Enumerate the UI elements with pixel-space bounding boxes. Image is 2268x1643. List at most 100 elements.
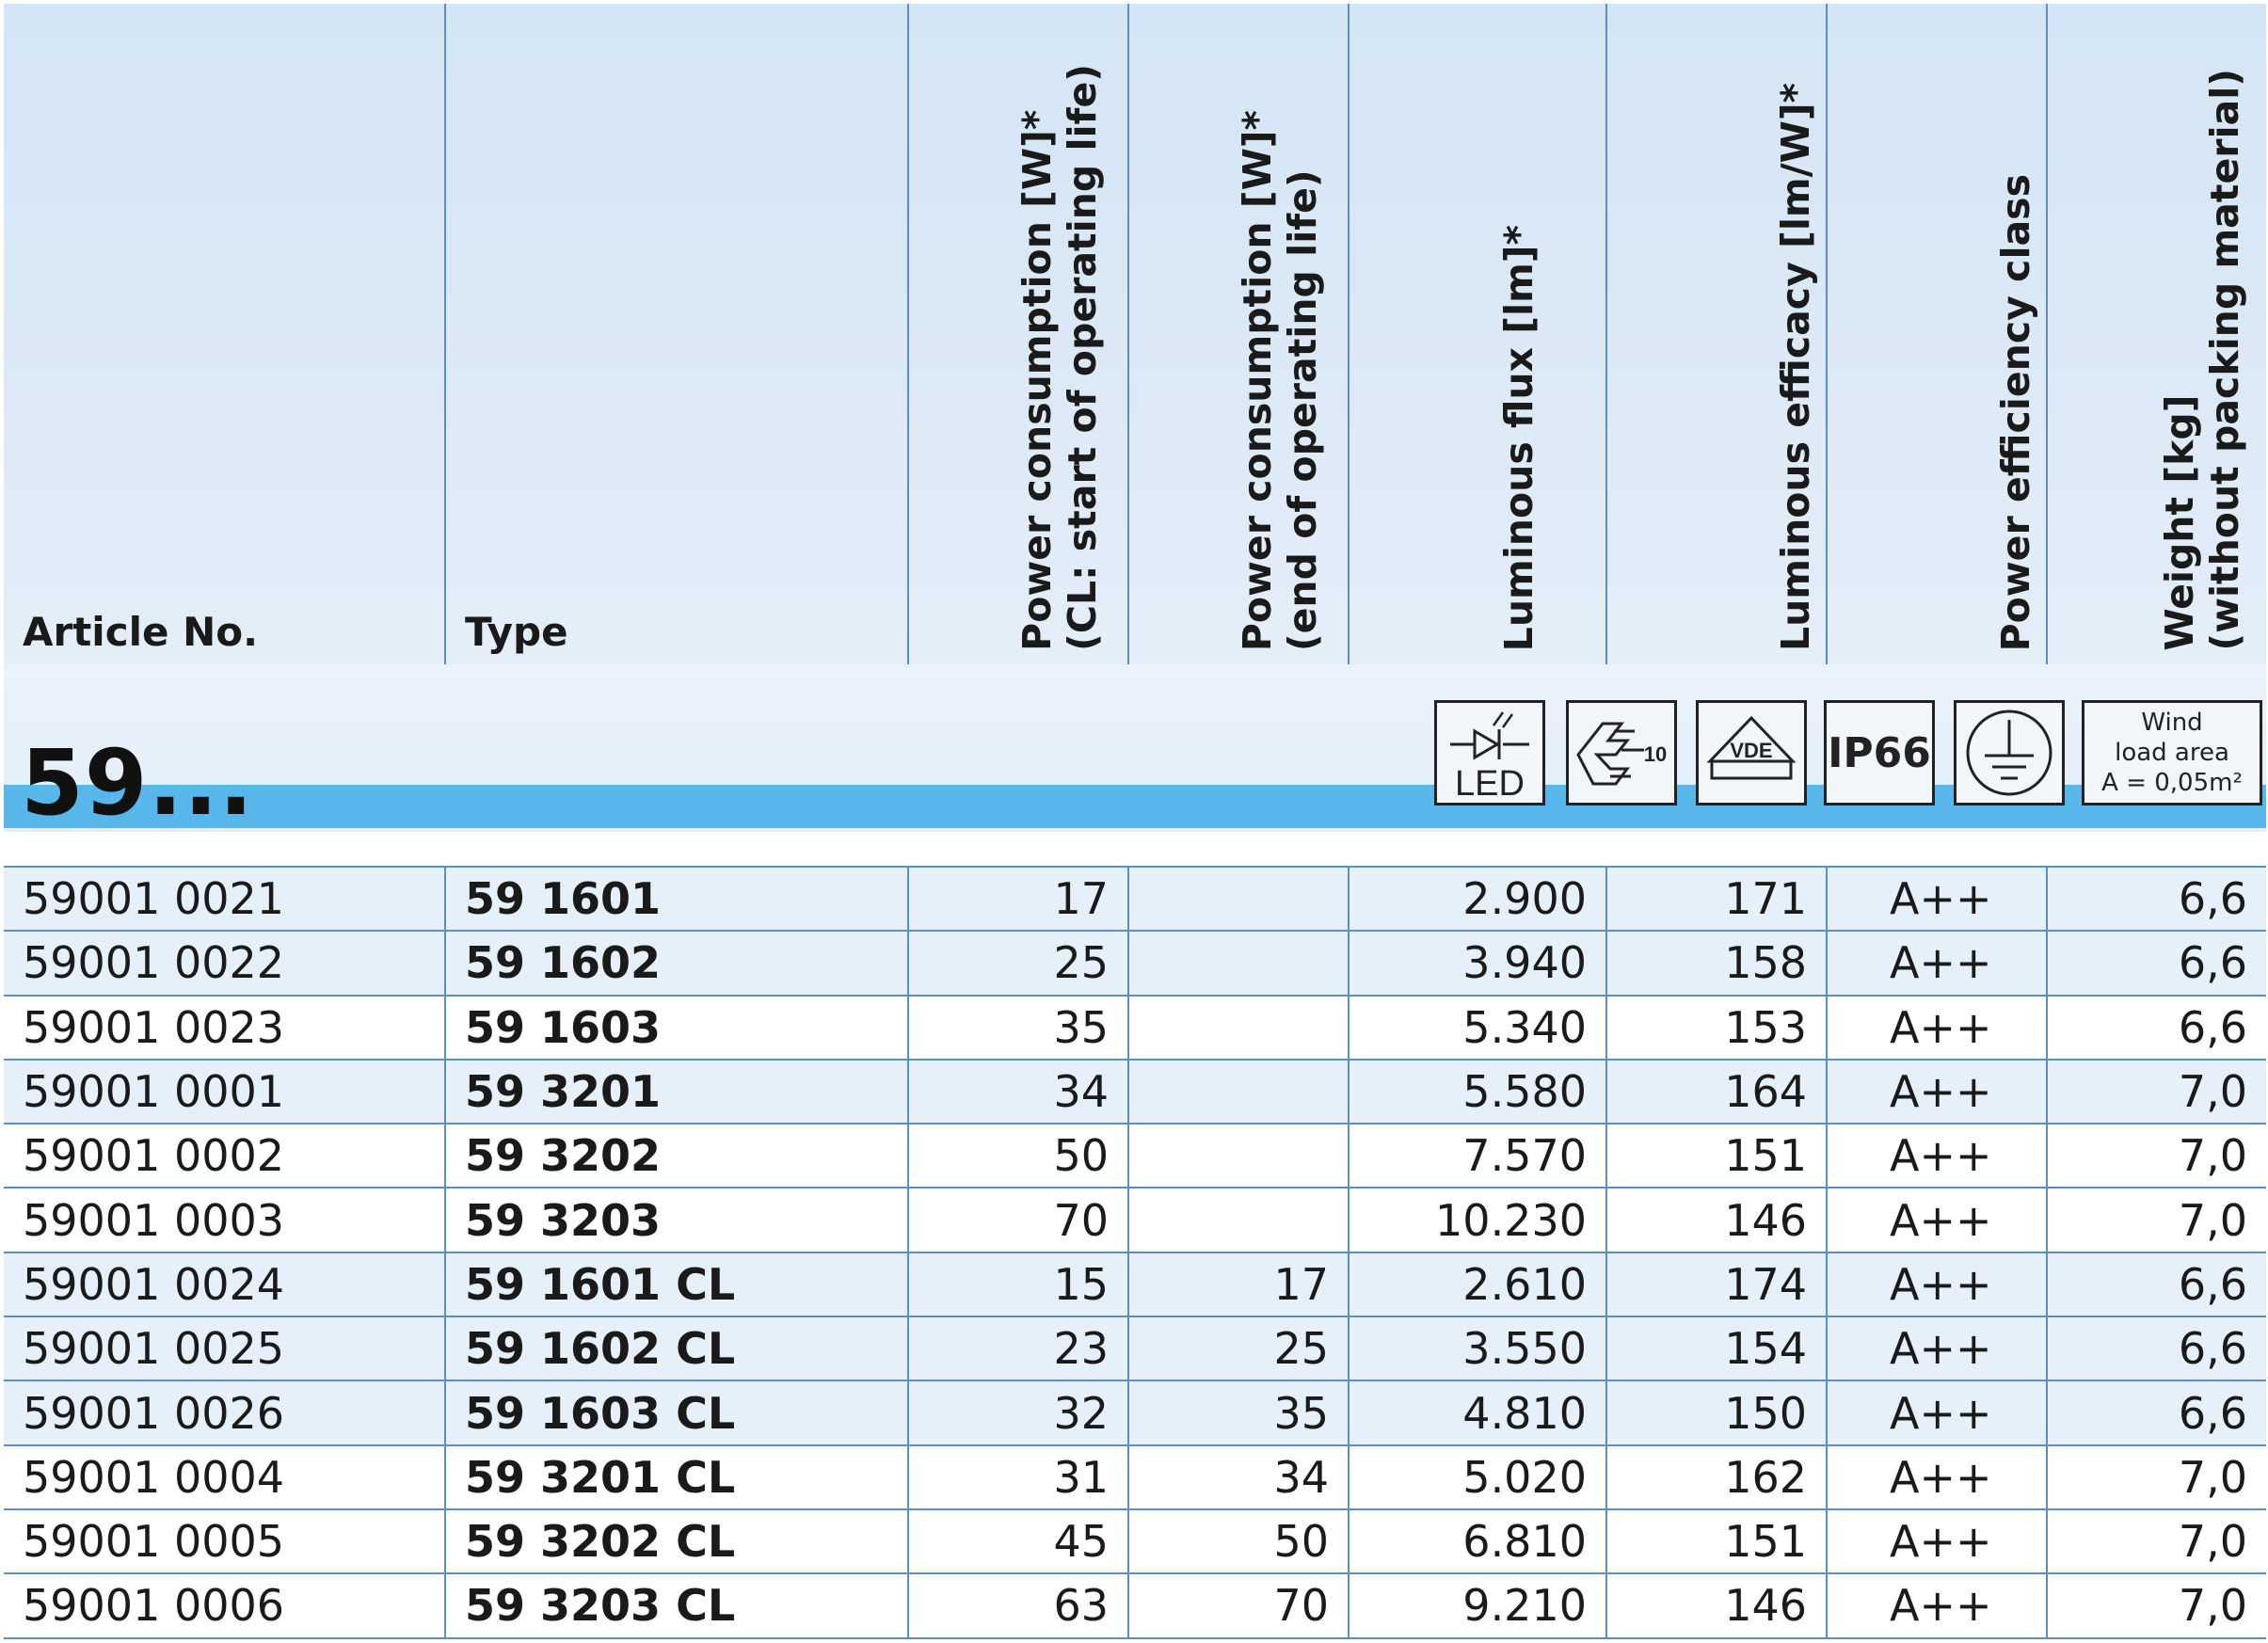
cell-power-end (1129, 996, 1350, 1059)
cell-power-end: 70 (1129, 1574, 1350, 1637)
table-row: 59001 0024 59 1601 CL 15 17 2.610 174 A++ 6,6 (4, 1252, 2266, 1318)
cell-power-start: 50 (909, 1125, 1129, 1188)
cell-luminous-efficacy: 164 (1607, 1060, 1828, 1124)
cell-efficiency-class: A++ (1828, 1317, 2048, 1380)
header-power-start-label: Power consumption [W]* (CL: start of ope… (1014, 64, 1105, 651)
enec-icon-text: 10 (1644, 742, 1667, 766)
header-luminous-efficacy: Luminous efficacy [lm/W]* (1607, 4, 1828, 664)
cell-type: 59 1601 (446, 868, 909, 931)
cell-weight: 6,6 (2178, 1258, 2247, 1310)
cell-type: 59 1603 CL (446, 1381, 909, 1444)
vde-mark-icon: VDE (1696, 700, 1807, 806)
cell-luminous-efficacy: 174 (1607, 1252, 1828, 1316)
cell-luminous-flux: 9.210 (1350, 1574, 1607, 1637)
table-row: 59001 0021 59 1601 17 2.900 171 A++ 6,6 (4, 868, 2266, 933)
cell-type: 59 3202 (446, 1125, 909, 1188)
table-row: 59001 0026 59 1603 CL 32 35 4.810 150 A++ 6,6 (4, 1381, 2266, 1446)
header-weight: Weight [kg] (without packing material) (2048, 4, 2266, 664)
cell-efficiency-class: A++ (1828, 1381, 2048, 1444)
cell-luminous-efficacy: 151 (1607, 1125, 1828, 1188)
cell-power-start: 70 (909, 1188, 1129, 1252)
cell-power-end (1129, 868, 1350, 931)
cell-power-end: 17 (1129, 1252, 1350, 1316)
cell-type: 59 3202 CL (446, 1509, 909, 1573)
cell-luminous-flux: 5.340 (1350, 996, 1607, 1059)
table-row: 59001 0005 59 3202 CL 45 50 6.810 151 A++ 7,0 (4, 1509, 2266, 1575)
table-body: 59001 0021 59 1601 17 2.900 171 A++ 6,6 59001 0… (4, 866, 2266, 1639)
table-row: 59001 0002 59 3202 50 7.570 151 A++ 7,0 (4, 1125, 2266, 1189)
cell-weight: 7,0 (2178, 1066, 2247, 1118)
cell-article-no: 59001 0026 (4, 1381, 446, 1444)
header-efficiency-class: Power efficiency class (1828, 4, 2048, 664)
cell-luminous-flux: 4.810 (1350, 1381, 1607, 1444)
cell-efficiency-class: A++ (1828, 1060, 2048, 1124)
cell-weight: 6,6 (2178, 1323, 2247, 1375)
wind-line-2: load area (2115, 739, 2229, 767)
header-power-end-label: Power consumption [W]* (end of operating… (1235, 109, 1325, 651)
cell-type: 59 1602 CL (446, 1317, 909, 1380)
cell-weight: 6,6 (2178, 937, 2247, 989)
table-row: 59001 0001 59 3201 34 5.580 164 A++ 7,0 (4, 1060, 2266, 1125)
cell-article-no: 59001 0005 (4, 1509, 446, 1573)
wind-load-area-box: Wind load area A = 0,05m² (2082, 700, 2262, 806)
cell-power-start: 23 (909, 1317, 1129, 1380)
table-row: 59001 0025 59 1602 CL 23 25 3.550 154 A++ 6,6 (4, 1317, 2266, 1382)
cell-luminous-flux: 2.900 (1350, 868, 1607, 931)
cell-luminous-efficacy: 151 (1607, 1509, 1828, 1573)
cell-power-start: 31 (909, 1445, 1129, 1508)
header-type-label: Type (465, 609, 568, 655)
cell-power-end: 25 (1129, 1317, 1350, 1380)
cell-weight: 7,0 (2178, 1194, 2247, 1246)
header-luminous-flux-label: Luminous flux [lm]* (1496, 224, 1541, 651)
cell-luminous-efficacy: 162 (1607, 1445, 1828, 1508)
cell-efficiency-class: A++ (1828, 996, 2048, 1059)
cell-power-start: 15 (909, 1252, 1129, 1316)
cell-power-start: 35 (909, 996, 1129, 1059)
cell-efficiency-class: A++ (1828, 1574, 2048, 1637)
header-power-start: Power consumption [W]* (CL: start of ope… (909, 4, 1129, 664)
header-weight-label: Weight [kg] (without packing material) (2157, 69, 2247, 651)
cell-weight: 7,0 (2178, 1516, 2247, 1568)
cell-power-start: 25 (909, 932, 1129, 995)
cell-luminous-flux: 10.230 (1350, 1188, 1607, 1252)
enec-mark-icon: 10 (1566, 700, 1677, 806)
cell-type: 59 1603 (446, 996, 909, 1059)
cell-power-end: 50 (1129, 1509, 1350, 1573)
cell-luminous-flux: 2.610 (1350, 1252, 1607, 1316)
header-power-end: Power consumption [W]* (end of operating… (1129, 4, 1350, 664)
cell-weight: 7,0 (2178, 1130, 2247, 1182)
cell-article-no: 59001 0024 (4, 1252, 446, 1316)
cell-weight: 6,6 (2178, 1387, 2247, 1439)
cell-type: 59 3203 (446, 1188, 909, 1252)
cell-efficiency-class: A++ (1828, 1188, 2048, 1252)
cell-power-start: 17 (909, 868, 1129, 931)
header-article-no-label: Article No. (23, 609, 259, 655)
table-header: Article No. Type Power consumption [W]* … (4, 4, 2266, 666)
cell-power-start: 45 (909, 1509, 1129, 1573)
header-efficiency-class-label: Power efficiency class (1993, 173, 2038, 651)
cell-efficiency-class: A++ (1828, 1445, 2048, 1508)
table-row: 59001 0004 59 3201 CL 31 34 5.020 162 A++ 7,0 (4, 1445, 2266, 1510)
ip66-icon-text: IP66 (1828, 728, 1931, 777)
cell-power-start: 63 (909, 1574, 1129, 1637)
cell-efficiency-class: A++ (1828, 932, 2048, 995)
cell-article-no: 59001 0022 (4, 932, 446, 995)
cell-article-no: 59001 0003 (4, 1188, 446, 1252)
cell-luminous-efficacy: 154 (1607, 1317, 1828, 1380)
cell-article-no: 59001 0002 (4, 1125, 446, 1188)
cell-weight: 6,6 (2178, 873, 2247, 925)
cell-luminous-flux: 3.550 (1350, 1317, 1607, 1380)
cell-article-no: 59001 0001 (4, 1060, 446, 1124)
cell-power-end (1129, 1188, 1350, 1252)
cell-power-start: 34 (909, 1060, 1129, 1124)
cell-power-start: 32 (909, 1381, 1129, 1444)
header-luminous-efficacy-label: Luminous efficacy [lm/W]* (1773, 82, 1818, 651)
cell-power-end (1129, 932, 1350, 995)
cell-weight: 7,0 (2178, 1451, 2247, 1503)
cell-luminous-flux: 5.020 (1350, 1445, 1607, 1508)
header-article-no: Article No. (4, 4, 446, 664)
protective-earth-icon (1954, 700, 2065, 806)
cell-article-no: 59001 0023 (4, 996, 446, 1059)
cell-article-no: 59001 0025 (4, 1317, 446, 1380)
